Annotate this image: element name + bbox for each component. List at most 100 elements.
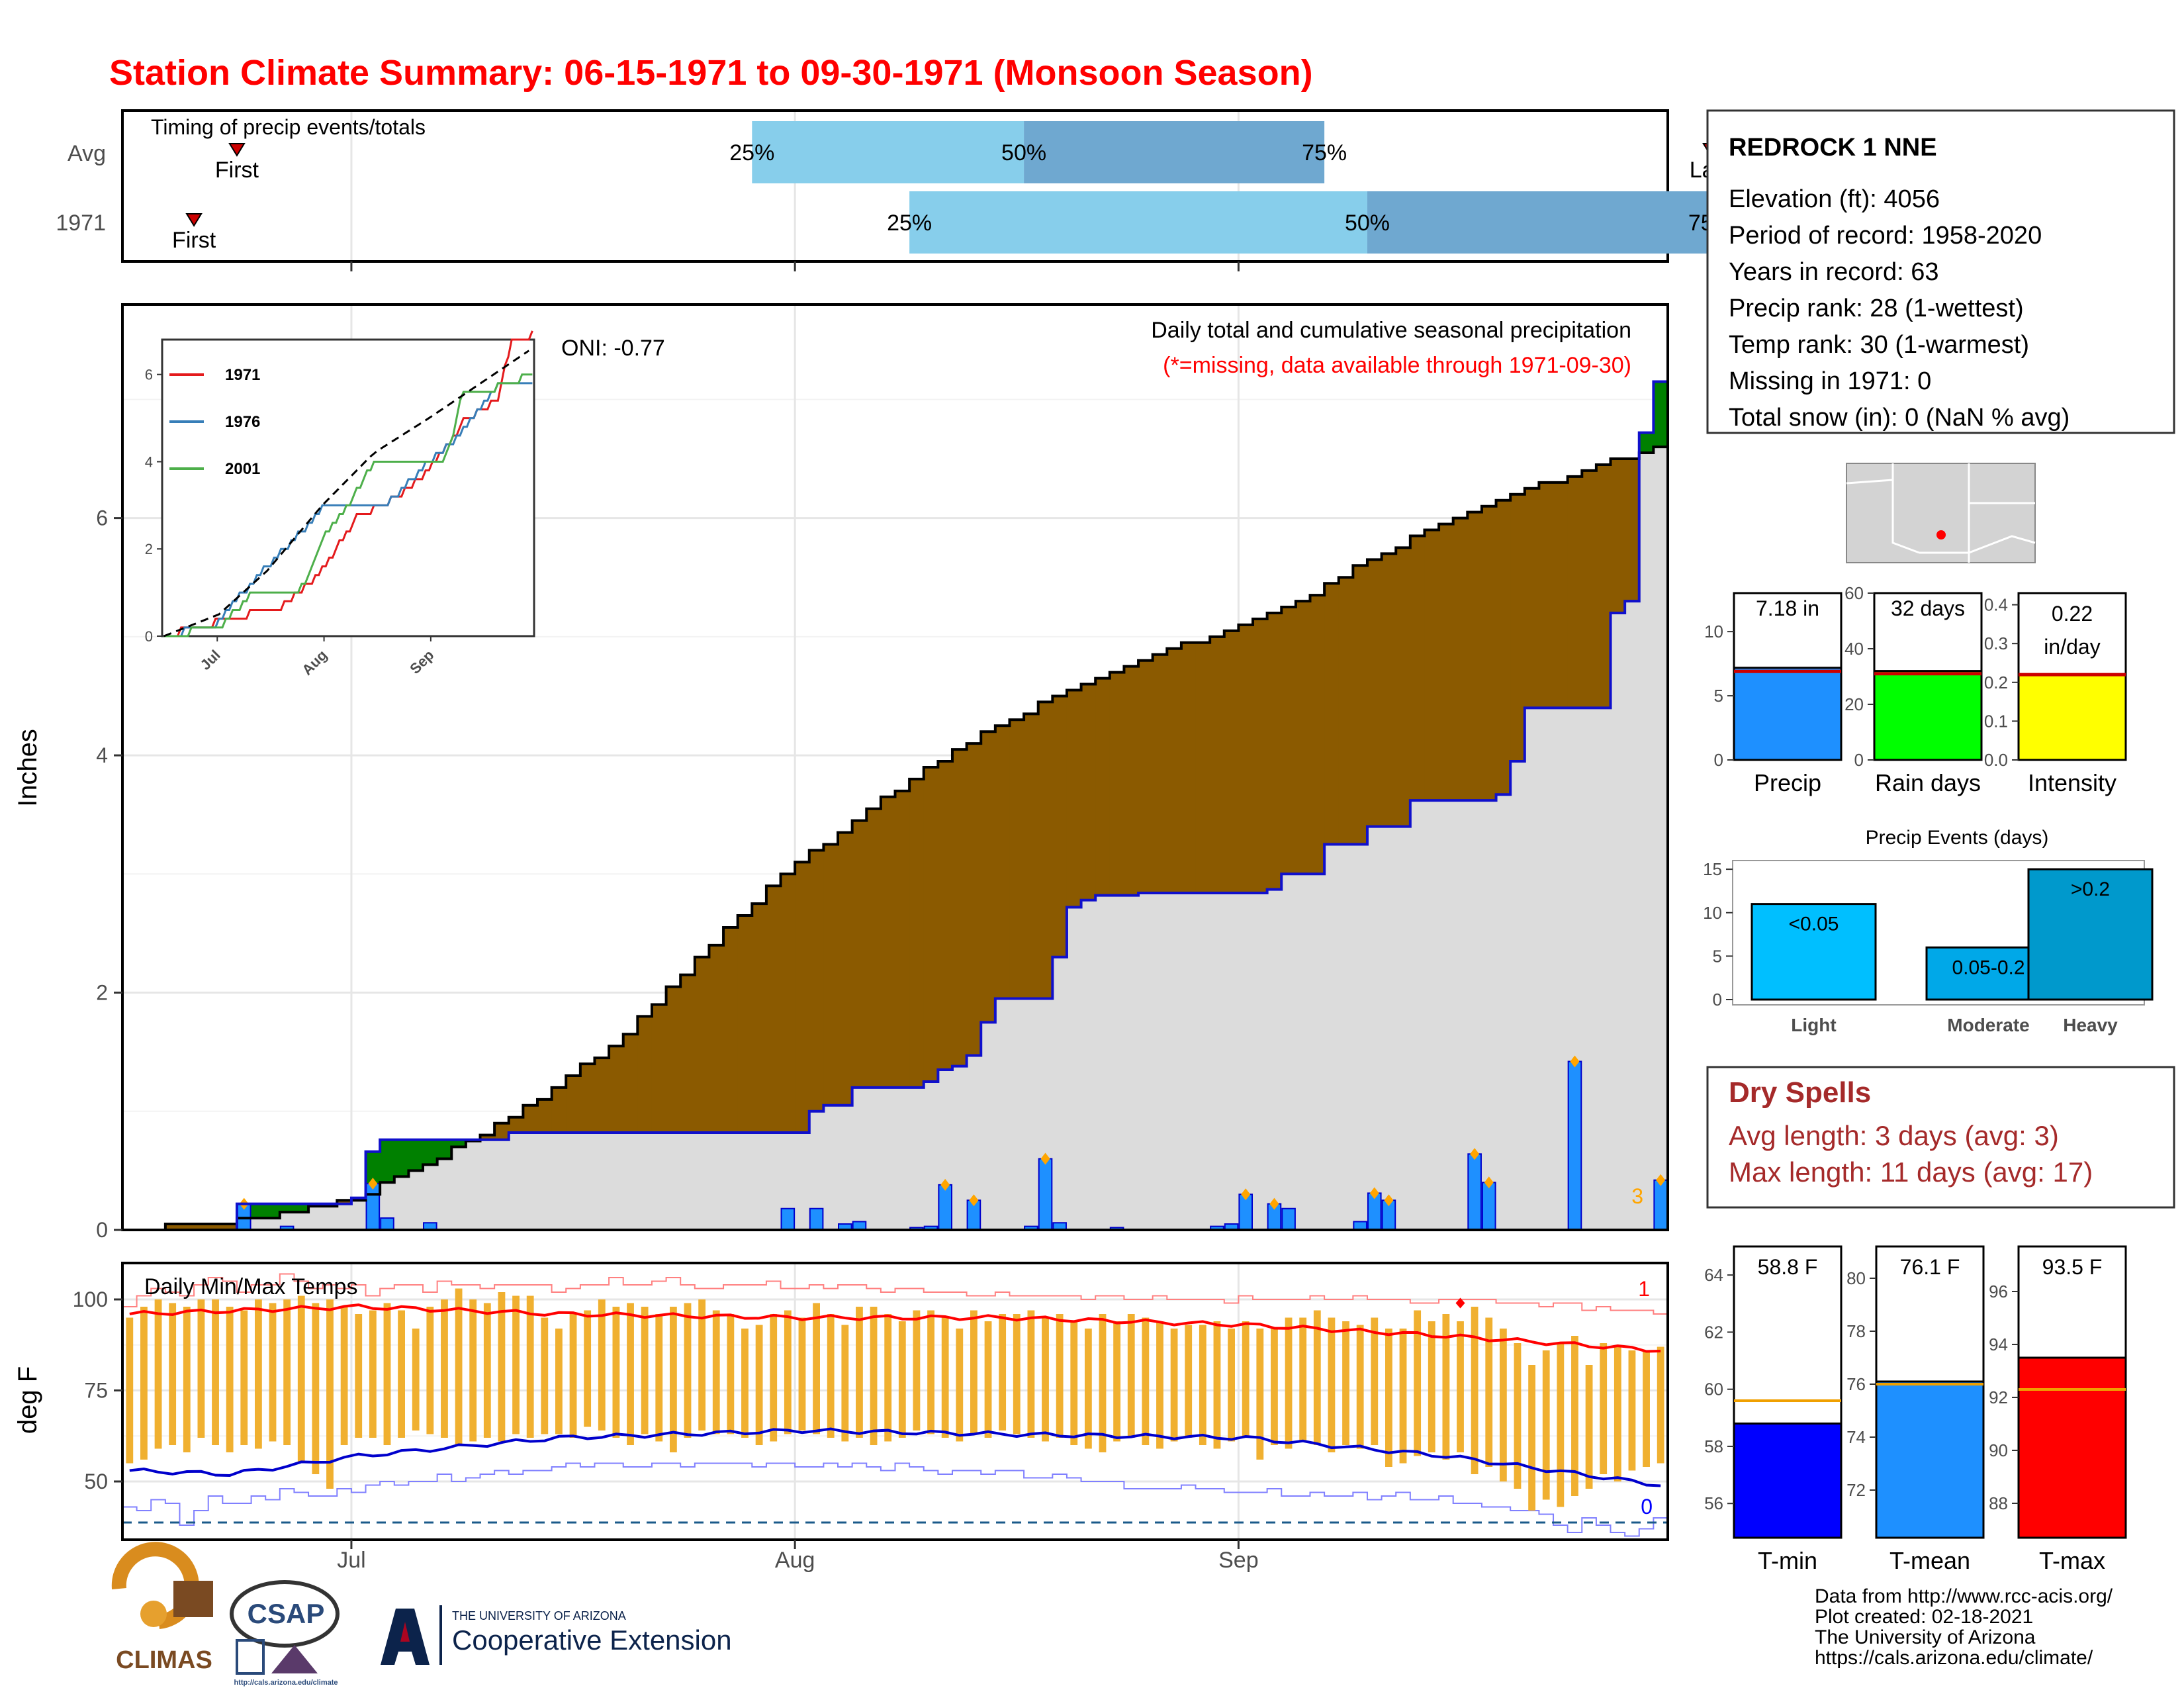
precip-deficit-fill [766, 886, 782, 1133]
precip-deficit-fill [823, 844, 839, 1105]
daily-temp-bar [1185, 1325, 1193, 1438]
precip-surplus-fill [294, 1203, 309, 1213]
temp-summary-ytick-label: 90 [1989, 1440, 2008, 1460]
summary-category-label: Intensity [2028, 769, 2116, 796]
precip-surplus-fill [423, 1139, 438, 1165]
precip-deficit-fill [1281, 607, 1297, 874]
daily-temp-bar [1228, 1329, 1235, 1442]
timing-obs-first: First [172, 228, 216, 253]
obs-q25-q50-bar [909, 191, 1367, 254]
heavy-event-marker [1269, 1197, 1279, 1210]
summary-ytick-label: 40 [1844, 639, 1864, 659]
daily-temp-bar [426, 1307, 434, 1434]
summary-ytick-label: 20 [1844, 694, 1864, 714]
month-label: Sep [1218, 1548, 1259, 1573]
station-line-5: Temp rank: 30 (1-warmest) [1729, 331, 2029, 359]
events-bar-label: >0.2 [2071, 878, 2110, 900]
heavy-event-marker [1040, 1152, 1050, 1165]
precip-surplus-fill [1653, 381, 1668, 447]
temp-summary-ytick-label: 78 [1846, 1321, 1866, 1341]
avg-first-marker [228, 143, 246, 157]
summary-category-label: Precip [1754, 769, 1821, 796]
temp-ytick-label: 50 [84, 1470, 108, 1493]
temp-summary-ytick-label: 60 [1704, 1380, 1723, 1399]
ua-logo-small: THE UNIVERSITY OF ARIZONA [452, 1609, 626, 1622]
daily-temp-bar [1027, 1310, 1035, 1438]
precip-deficit-fill [222, 1224, 238, 1230]
daily-temp-bar [1485, 1317, 1493, 1467]
daily-temp-bar [1657, 1346, 1664, 1464]
precip-deficit-fill [1038, 702, 1053, 999]
record-high-line [122, 1273, 1668, 1315]
precip-deficit-fill [995, 726, 1010, 999]
events-category-label: Heavy [2063, 1015, 2118, 1035]
precip-deficit-fill [1238, 624, 1253, 893]
daily-precip-bar [1481, 1182, 1496, 1231]
daily-temp-bar [1342, 1321, 1349, 1445]
precip-deficit-fill [694, 957, 709, 1133]
precip-deficit-fill [895, 790, 910, 1088]
precip-deficit-fill [1253, 618, 1268, 893]
daily-temp-bar [1113, 1321, 1121, 1442]
daily-precip-bar [365, 1183, 381, 1231]
summary-value-label: 32 days [1891, 596, 1965, 620]
station-marker [1936, 530, 1946, 539]
timing-obs-q50: 50% [1345, 211, 1390, 236]
daily-precip-bar [380, 1217, 394, 1231]
temp-summary-ytick-label: 76 [1846, 1374, 1866, 1394]
daily-temp-bar [398, 1310, 406, 1438]
ua-logo-big: Cooperative Extension [452, 1624, 732, 1656]
daily-temp-bar [655, 1314, 663, 1442]
dry-spells-title: Dry Spells [1729, 1076, 1871, 1109]
daily-temp-bar [212, 1299, 219, 1445]
daily-temp-bar [927, 1310, 934, 1434]
precip-deficit-fill [1453, 518, 1468, 801]
precip-deficit-fill [1052, 696, 1068, 957]
daily-temp-bar [984, 1321, 992, 1438]
daily-temp-bar [1328, 1317, 1336, 1452]
daily-temp-bar [698, 1299, 706, 1430]
precip-deficit-fill [809, 850, 824, 1111]
daily-temp-bar [126, 1317, 134, 1464]
precip-deficit-fill [1195, 642, 1210, 893]
precip-ytick-label: 0 [96, 1218, 108, 1242]
precip-deficit-fill [337, 1200, 352, 1204]
heavy-event-marker [1369, 1187, 1379, 1199]
daily-temp-bar [856, 1307, 863, 1438]
daily-temp-bar [1414, 1310, 1422, 1456]
events-ytick-label: 5 [1713, 946, 1722, 966]
summary-ytick-label: 0.3 [1984, 633, 2008, 653]
precip-surplus-fill [279, 1203, 295, 1213]
daily-temp-bar [712, 1310, 720, 1434]
precip-deficit-fill [981, 731, 996, 1023]
daily-temp-bar [240, 1310, 248, 1445]
daily-temp-bar [1142, 1317, 1150, 1445]
precip-deficit-fill [723, 927, 739, 1133]
events-bar-heavy [2027, 868, 2154, 1001]
month-label: Aug [775, 1548, 815, 1573]
daily-temp-bar [1256, 1329, 1264, 1460]
precip-deficit-fill [1381, 553, 1396, 827]
precip-subtitle: Daily total and cumulative seasonal prec… [1151, 318, 1631, 343]
corner-value: 3 [1631, 1184, 1643, 1208]
summary-ytick-label: 10 [1704, 622, 1723, 641]
precip-events-chart: Precip Events (days) 0 5 10 15 <0.05 Light 0.0… [1703, 827, 2154, 1035]
precip-deficit-fill [1181, 642, 1197, 893]
daily-temp-bar [1127, 1314, 1135, 1438]
timing-label: Timing of precip events/totals [151, 115, 426, 139]
climas-logo: CLIMAS [111, 1542, 213, 1674]
inset-ytick-label: 0 [145, 628, 153, 645]
daily-temp-bar [1299, 1317, 1307, 1442]
inset-ytick-label: 2 [145, 541, 153, 557]
daily-temp-bar [1285, 1317, 1293, 1449]
inset-ytick-label: 6 [145, 367, 153, 383]
daily-temp-bar [326, 1299, 334, 1489]
summary-ytick-label: 5 [1714, 686, 1723, 706]
precip-surplus-fill [394, 1139, 409, 1177]
oni-label: ONI: -0.77 [561, 336, 665, 361]
daily-temp-bar [1557, 1343, 1565, 1507]
daily-temp-bar [641, 1307, 649, 1434]
temp-summary-category-label: T-mean [1889, 1547, 1970, 1574]
daily-temp-bar [598, 1299, 606, 1430]
